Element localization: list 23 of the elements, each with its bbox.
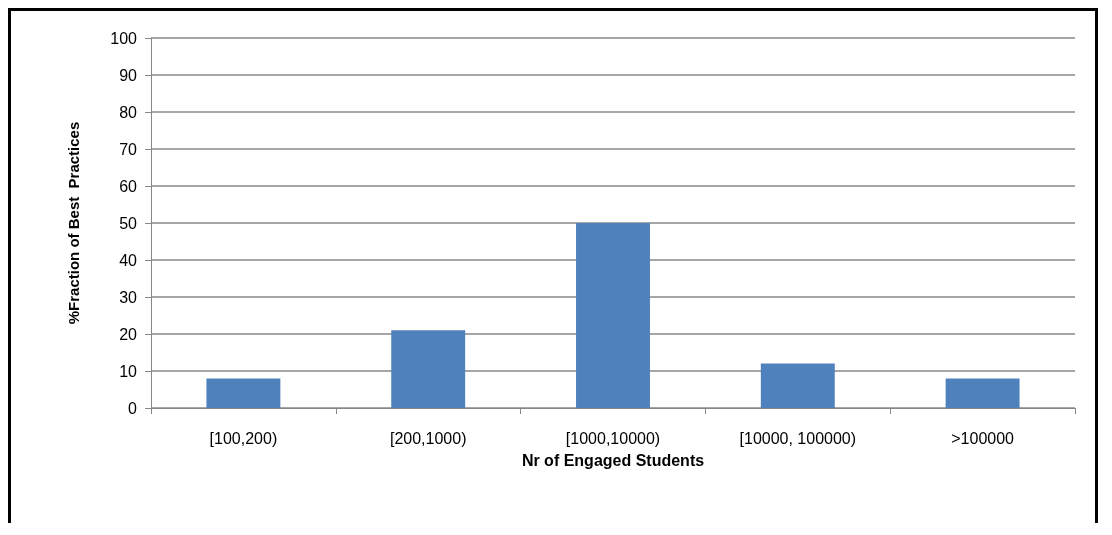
x-tick-label: [1000,10000): [565, 429, 661, 447]
y-tick-label: 40: [119, 251, 138, 269]
y-tick-label: 50: [119, 214, 138, 232]
bar: [206, 378, 281, 408]
bar: [391, 330, 466, 408]
y-tick-label: 80: [119, 103, 138, 121]
x-axis-title: Nr of Engaged Students: [521, 451, 705, 469]
bar: [576, 223, 650, 408]
y-tick-label: 100: [110, 29, 138, 47]
x-tick-label: [10000, 100000): [739, 429, 857, 447]
y-tick-label: 70: [119, 140, 138, 158]
y-tick-label: 20: [119, 325, 138, 343]
bar: [945, 378, 1020, 408]
x-tick-label: >100000: [951, 429, 1015, 447]
y-tick-label: 30: [119, 288, 138, 306]
y-tick-label: 60: [119, 177, 138, 195]
bar: [760, 363, 835, 408]
y-tick-label: 90: [119, 66, 138, 84]
y-tick-label: 0: [128, 399, 138, 417]
y-tick-label: 10: [119, 362, 138, 380]
y-axis-title: %Fraction of Best Practices: [65, 121, 82, 325]
x-tick-label: [200,1000): [389, 429, 467, 447]
x-tick-label: [100,200): [209, 429, 278, 447]
